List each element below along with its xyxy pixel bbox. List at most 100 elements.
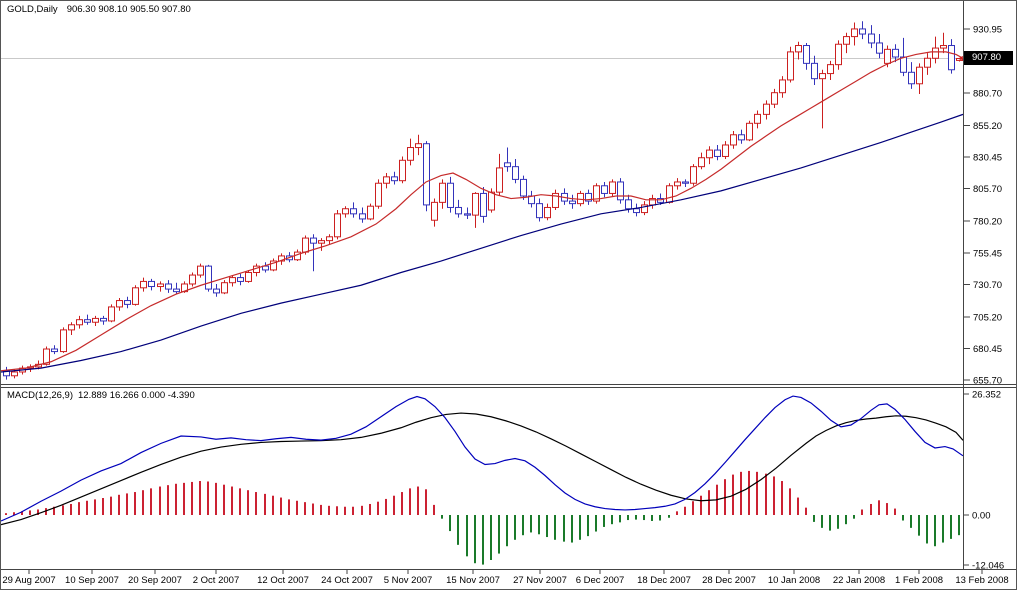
candle	[455, 199, 462, 218]
macd-histogram-bar	[837, 515, 839, 529]
macd-histogram-bar	[288, 499, 290, 515]
macd-histogram-bar	[886, 503, 888, 515]
macd-histogram-bar	[5, 513, 7, 515]
candle	[423, 141, 430, 212]
macd-histogram-bar	[748, 470, 750, 515]
candle	[205, 264, 212, 292]
date-axis-label: 22 Jan 2008	[833, 575, 885, 586]
macd-histogram-bar	[643, 515, 645, 521]
macd-histogram-bar	[870, 503, 872, 515]
macd-histogram-bar	[393, 495, 395, 515]
macd-histogram-bar	[813, 515, 815, 522]
candle	[528, 190, 535, 208]
macd-histogram-bar	[482, 515, 484, 565]
macd-histogram-bar	[207, 481, 209, 515]
macd-indicator-label: MACD(12,26,9) 12.889 16.266 0.000 -4.390	[7, 390, 195, 401]
date-axis-label: 18 Dec 2007	[637, 575, 691, 586]
macd-histogram-bar	[142, 490, 144, 515]
candle	[391, 171, 398, 185]
price-axis-label: 930.95	[973, 25, 1002, 36]
macd-histogram-bar	[853, 515, 855, 519]
macd-histogram-bar	[821, 515, 823, 528]
candle	[876, 34, 883, 59]
candle	[690, 164, 697, 186]
candle	[722, 141, 729, 160]
price-axis-label: 680.45	[973, 344, 1002, 355]
candle	[835, 40, 842, 70]
macd-panel[interactable]	[1, 395, 964, 565]
price-axis-label: 805.70	[973, 184, 1002, 195]
candle	[245, 269, 252, 283]
macd-histogram-bar	[498, 515, 500, 554]
candle	[68, 322, 75, 335]
candle	[439, 179, 446, 209]
macd-histogram-bar	[37, 509, 39, 515]
macd-histogram-bar	[264, 493, 266, 515]
macd-histogram-bar	[861, 509, 863, 515]
macd-histogram-bar	[13, 512, 15, 515]
candle	[754, 110, 761, 129]
candle	[270, 258, 277, 272]
chart-title: GOLD,Daily 906.30 908.10 905.50 907.80	[7, 4, 191, 15]
candle	[657, 193, 664, 205]
candle	[803, 42, 810, 70]
candle	[148, 278, 155, 291]
price-axis-label: 705.20	[973, 312, 1002, 323]
candle	[730, 130, 737, 149]
candle	[92, 315, 99, 327]
macd-histogram-bar	[942, 515, 944, 543]
candle	[771, 88, 778, 108]
candle	[189, 272, 196, 287]
symbol-period-label: GOLD,Daily	[7, 4, 58, 15]
macd-histogram-bar	[110, 496, 112, 515]
macd-histogram-bar	[950, 515, 952, 539]
macd-histogram-bar	[304, 502, 306, 515]
candle	[811, 55, 818, 86]
candle	[399, 156, 406, 184]
candle	[237, 273, 244, 286]
candle	[375, 179, 382, 209]
candle	[787, 46, 794, 83]
date-axis[interactable]: 29 Aug 2007 10 Sep 2007 20 Sep 2007 2 Oct 2…	[2, 570, 1009, 586]
main-chart-panel[interactable]	[1, 21, 967, 380]
macd-histogram-bar	[563, 515, 565, 542]
macd-histogram-bar	[361, 505, 363, 515]
macd-histogram-bar	[765, 473, 767, 515]
macd-histogram-bar	[894, 508, 896, 515]
candle	[116, 298, 123, 311]
macd-histogram-bar	[344, 506, 346, 515]
candle	[940, 32, 947, 54]
candle	[641, 201, 648, 216]
macd-histogram-bar	[773, 476, 775, 515]
macd-histogram-bar	[635, 515, 637, 520]
candle	[682, 179, 689, 188]
macd-histogram-bar	[255, 492, 257, 515]
macd-histogram-bar	[449, 515, 451, 532]
candle	[924, 53, 931, 75]
candle	[124, 296, 131, 309]
macd-histogram-bar	[199, 481, 201, 515]
candle	[908, 62, 915, 89]
candle	[868, 25, 875, 49]
date-axis-label: 2 Oct 2007	[193, 575, 239, 586]
candle	[367, 203, 374, 221]
macd-histogram-bar	[571, 515, 573, 543]
candle	[577, 190, 584, 207]
macd-histogram-bar	[239, 488, 241, 515]
price-axis[interactable]: 930.95 880.70 855.20 830.45 805.70 780.20 755.…	[964, 25, 1002, 387]
macd-histogram-bar	[474, 515, 476, 564]
candle	[617, 178, 624, 204]
candle	[795, 41, 802, 60]
macd-histogram-bar	[546, 515, 548, 538]
date-axis-label: 15 Nov 2007	[446, 575, 500, 586]
macd-histogram-bar	[352, 506, 354, 515]
macd-histogram-bar	[579, 515, 581, 540]
macd-histogram-bar	[676, 511, 678, 515]
candle	[544, 203, 551, 221]
macd-histogram-bar	[336, 506, 338, 515]
macd-histogram-bar	[829, 515, 831, 531]
macd-histogram-bar	[78, 502, 80, 515]
macd-histogram-bar	[175, 483, 177, 515]
